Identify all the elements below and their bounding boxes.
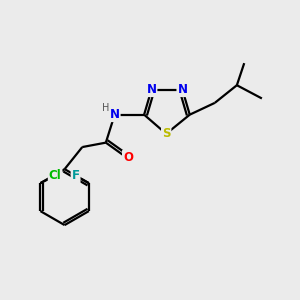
Text: H: H xyxy=(102,103,110,113)
Text: N: N xyxy=(177,83,188,96)
Text: F: F xyxy=(72,169,80,182)
Text: S: S xyxy=(162,127,170,140)
Text: Cl: Cl xyxy=(49,169,62,182)
Text: O: O xyxy=(123,151,133,164)
Text: N: N xyxy=(110,108,120,121)
Text: N: N xyxy=(146,83,157,96)
